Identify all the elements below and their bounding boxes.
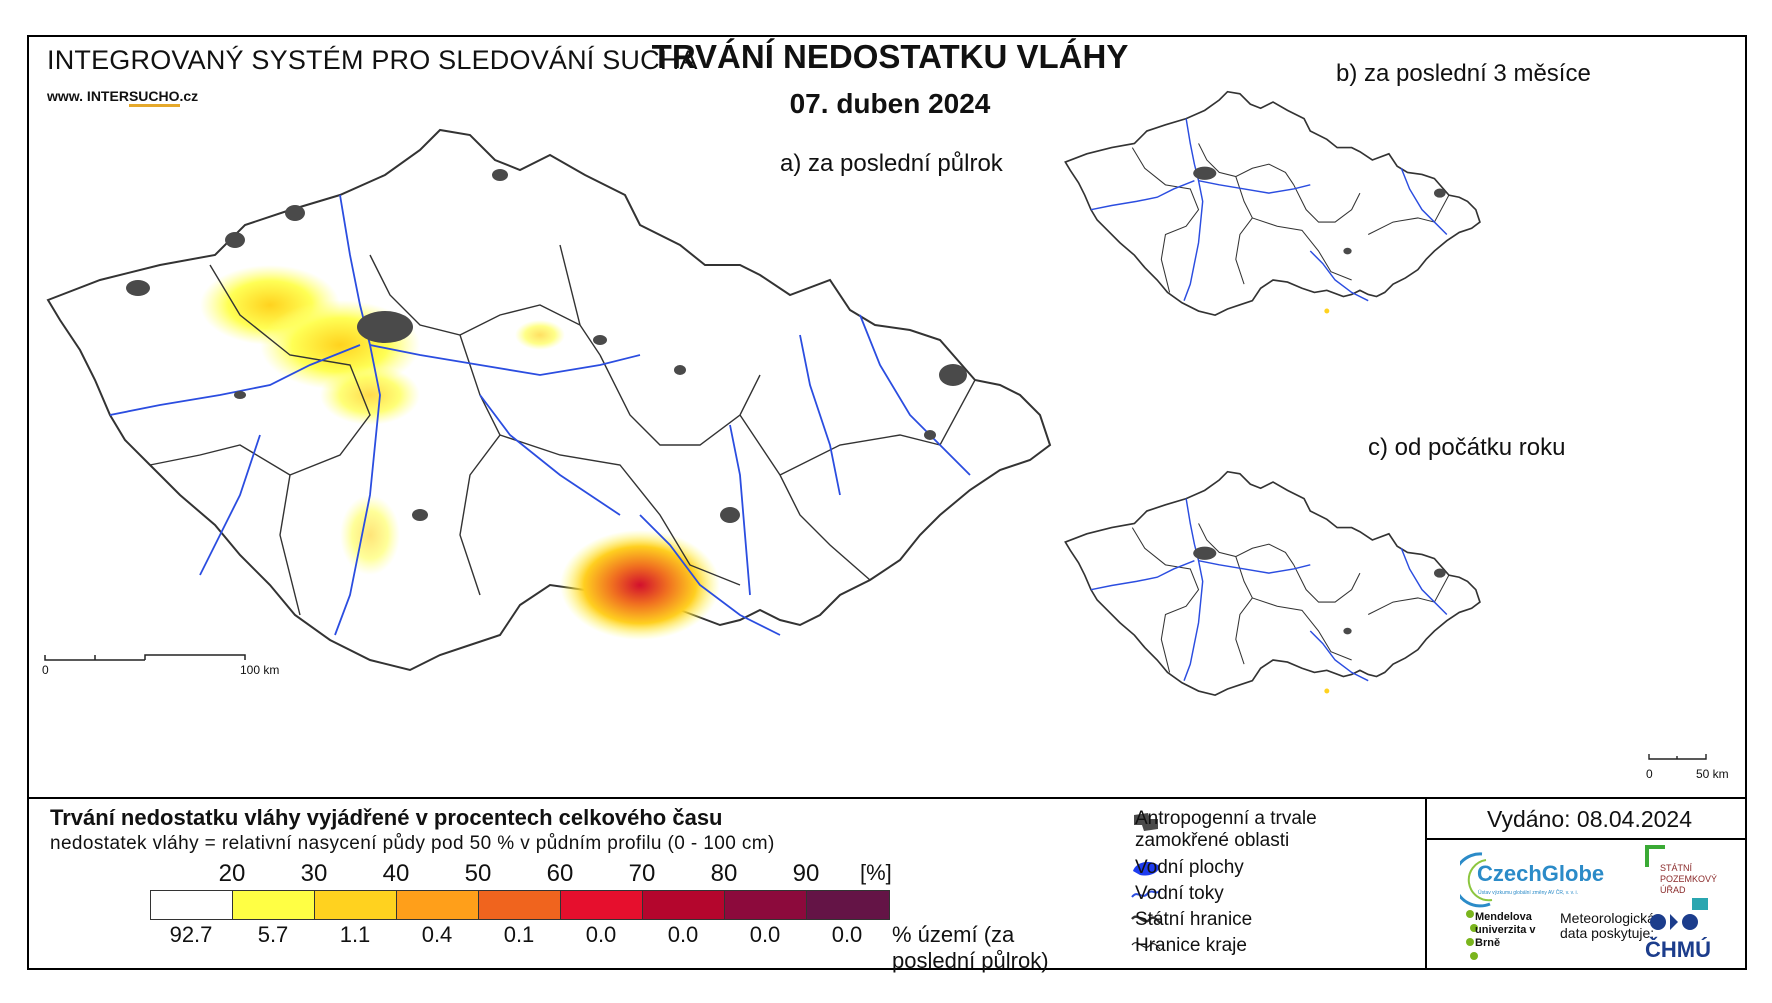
- drought-patch-central: [320, 365, 420, 425]
- system-title: INTEGROVANÝ SYSTÉM PRO SLEDOVÁNÍ SUCHA: [47, 45, 698, 75]
- map-since-year-start: [1064, 470, 1481, 697]
- water-body-icon: [1133, 861, 1160, 876]
- panel-c-label: c) od počátku roku: [1368, 434, 1566, 461]
- urban-area-icon: [1134, 813, 1158, 831]
- area-percent-value: 0.0: [585, 922, 617, 947]
- rivers: [109, 194, 971, 636]
- area-percent-value: 0.0: [831, 922, 863, 947]
- area-percent-value: 1.1: [339, 922, 371, 947]
- drought-patch-south-bohemia: [340, 495, 400, 575]
- chmu-logo-mark: [1650, 914, 1698, 930]
- scale-threshold: 90: [792, 860, 820, 887]
- state-border-icon: [1131, 915, 1161, 924]
- issuer-separator-horizontal: [1425, 838, 1747, 840]
- small-scale-end: 50 km: [1696, 767, 1729, 781]
- color-scale: [150, 890, 890, 920]
- key-rivers: Vodní toky: [1135, 883, 1224, 904]
- legend-title: Trvání nedostatku vláhy vyjádřené v proc…: [50, 805, 723, 830]
- area-percent-value: 0.0: [749, 922, 781, 947]
- legend-separator: [27, 797, 1747, 799]
- key-water-bodies: Vodní plochy: [1135, 857, 1244, 878]
- area-note: % území (za poslední půlrok): [892, 922, 1049, 973]
- state-border: [46, 128, 1052, 672]
- map-last-3-months: [1064, 90, 1481, 317]
- main-scale-end: 100 km: [240, 663, 280, 677]
- scale-cell-3: [397, 891, 479, 919]
- scale-cell-8: [807, 891, 889, 919]
- website-prefix: www. INTER: [47, 88, 129, 104]
- meteo-data-provider: Meteorologická data poskytuje:: [1560, 910, 1655, 941]
- spu-logo-mark: [1645, 845, 1665, 867]
- area-percent-value: 0.0: [667, 922, 699, 947]
- czechglobe-name: CzechGlobe: [1477, 861, 1605, 886]
- main-drought-map: [44, 128, 1052, 672]
- region-borders: [149, 244, 976, 616]
- panel-b-label: b) za poslední 3 měsíce: [1336, 60, 1591, 87]
- scale-threshold: 30: [300, 860, 328, 887]
- area-percent-value: 5.7: [257, 922, 289, 947]
- area-percent-value: 92.7: [169, 922, 213, 947]
- area-percent-value: 0.1: [503, 922, 535, 947]
- area-percent-value: 0.4: [421, 922, 453, 947]
- mendel-university-logo: Mendelova univerzita v Brně: [1475, 911, 1536, 949]
- scale-cell-2: [315, 891, 397, 919]
- scale-cell-6: [643, 891, 725, 919]
- chmu-logo: ČHMÚ: [1645, 937, 1711, 962]
- scale-threshold: 50: [464, 860, 492, 887]
- scale-cell-1: [233, 891, 315, 919]
- mendel-logo-dots: [1466, 910, 1478, 960]
- drought-patch-east-bohemia: [515, 320, 565, 350]
- main-scale-bar: [44, 654, 246, 661]
- scale-cell-4: [479, 891, 561, 919]
- panel-a-label: a) za poslední půlrok: [780, 150, 1003, 177]
- legend-subtitle: nedostatek vláhy = relativní nasycení pů…: [50, 833, 775, 854]
- website-suffix: .cz: [179, 88, 199, 104]
- website-mid: SUCHO: [128, 88, 180, 107]
- issuer-separator: [1425, 797, 1427, 970]
- spu-logo-square: [1692, 898, 1708, 910]
- scale-threshold: 20: [218, 860, 246, 887]
- scale-cell-7: [725, 891, 807, 919]
- small-scale-start: 0: [1646, 767, 1653, 781]
- spu-logo: STÁTNÍ POZEMKOVÝ ÚŘAD: [1660, 863, 1718, 895]
- main-scale-start: 0: [42, 663, 49, 677]
- scale-cell-5: [561, 891, 643, 919]
- map-date: 07. duben 2024: [789, 88, 991, 119]
- key-region-border: Hranice kraje: [1135, 935, 1247, 956]
- scale-threshold: 60: [546, 860, 574, 887]
- issued-date: Vydáno: 08.04.2024: [1486, 806, 1693, 832]
- urban-areas: [126, 169, 967, 523]
- key-state-border: Státní hranice: [1135, 909, 1253, 930]
- czechglobe-logo: [1460, 852, 1493, 908]
- map-frame: [27, 35, 1747, 970]
- drought-patch-south-moravia: [560, 530, 720, 640]
- main-title: TRVÁNÍ NEDOSTATKU VLÁHY: [651, 38, 1129, 75]
- czechglobe-subtitle: Ústav výzkumu globální změny AV ČR, v. v…: [1478, 890, 1579, 896]
- key-urban: Antropogenní a trvale zamokřené oblasti: [1135, 808, 1317, 851]
- scale-threshold: 80: [710, 860, 738, 887]
- scale-threshold: 40: [382, 860, 410, 887]
- scale-cell-0: [151, 891, 233, 919]
- website-link[interactable]: www. INTERSUCHO.cz: [47, 88, 199, 107]
- region-border-icon: [1131, 942, 1161, 950]
- small-scale-bar: [1648, 754, 1707, 760]
- scale-threshold: 70: [628, 860, 656, 887]
- river-icon: [1131, 890, 1161, 898]
- scale-unit: [%]: [860, 860, 892, 885]
